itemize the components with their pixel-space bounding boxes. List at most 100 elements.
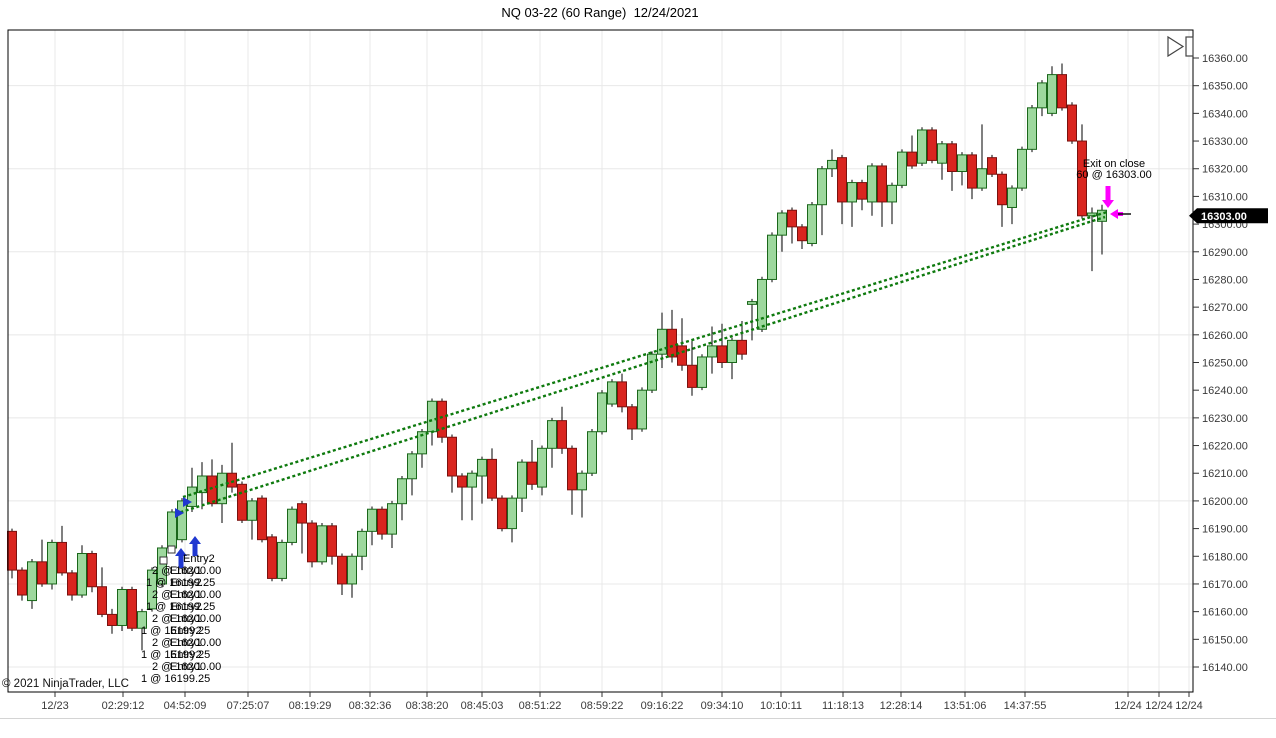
- candle-down: [377, 508, 387, 535]
- candle-up: [197, 475, 207, 494]
- candle-up: [1097, 209, 1107, 222]
- time-axis-label[interactable]: 13:51:06: [944, 700, 987, 712]
- candle-up: [1017, 148, 1027, 189]
- time-axis-label[interactable]: 12/24: [1145, 700, 1173, 712]
- time-axis-label[interactable]: 08:51:22: [519, 700, 562, 712]
- candle-down: [267, 536, 277, 579]
- candle-down: [327, 525, 337, 557]
- candle-up: [507, 497, 517, 530]
- window-bottom-divider: [0, 718, 1276, 719]
- entry-annotation-text: Entry2: [183, 553, 215, 565]
- price-axis-label[interactable]: 16360.00: [1202, 53, 1248, 65]
- candle-up: [27, 561, 37, 602]
- time-axis-label[interactable]: 12/24: [1175, 700, 1203, 712]
- candle-up: [1037, 82, 1047, 109]
- time-axis-label[interactable]: 12:28:14: [880, 700, 923, 712]
- candle-down: [737, 339, 747, 355]
- candle-down: [857, 182, 867, 200]
- candle-up: [597, 392, 607, 433]
- price-axis-label[interactable]: 16230.00: [1202, 413, 1248, 425]
- price-axis-label[interactable]: 16330.00: [1202, 136, 1248, 148]
- candle-up: [817, 168, 827, 206]
- time-axis-label[interactable]: 14:37:55: [1004, 700, 1047, 712]
- price-axis-label[interactable]: 16170.00: [1202, 579, 1248, 591]
- entry-arrow-right-icon: [175, 508, 184, 518]
- time-axis-label[interactable]: 08:19:29: [289, 700, 332, 712]
- entry-annotation-text: Entry2: [170, 601, 202, 613]
- candle-up: [957, 154, 967, 172]
- price-axis-label[interactable]: 16310.00: [1202, 191, 1248, 203]
- price-axis-label[interactable]: 16180.00: [1202, 551, 1248, 563]
- candle-down: [717, 345, 727, 364]
- entry-annotation-text: Entry2: [170, 625, 202, 637]
- candle-down: [257, 497, 267, 541]
- price-axis-label[interactable]: 16240.00: [1202, 385, 1248, 397]
- time-axis-label[interactable]: 07:25:07: [227, 700, 270, 712]
- price-axis-label[interactable]: 16290.00: [1202, 247, 1248, 259]
- candle-up: [537, 447, 547, 488]
- exit-annotation-line1: Exit on close: [1082, 158, 1146, 170]
- time-axis-label[interactable]: 09:16:22: [641, 700, 684, 712]
- candle-up: [1047, 74, 1057, 114]
- price-axis-label[interactable]: 16340.00: [1202, 108, 1248, 120]
- candle-up: [767, 234, 777, 280]
- price-axis-label[interactable]: 16190.00: [1202, 524, 1248, 536]
- price-axis-label[interactable]: 16260.00: [1202, 330, 1248, 342]
- candle-down: [337, 555, 347, 585]
- candle-up: [347, 555, 357, 585]
- time-axis-label[interactable]: 08:32:36: [349, 700, 392, 712]
- price-axis-label[interactable]: 16160.00: [1202, 607, 1248, 619]
- candle-up: [847, 182, 857, 203]
- time-axis-label[interactable]: 04:52:09: [164, 700, 207, 712]
- candle-up: [757, 278, 767, 330]
- price-axis-label[interactable]: 16350.00: [1202, 81, 1248, 93]
- price-axis-label[interactable]: 16320.00: [1202, 164, 1248, 176]
- price-axis-label[interactable]: 16280.00: [1202, 274, 1248, 286]
- price-axis-label[interactable]: 16150.00: [1202, 634, 1248, 646]
- time-axis-label[interactable]: 08:45:03: [461, 700, 504, 712]
- time-axis-label[interactable]: 08:59:22: [581, 700, 624, 712]
- time-axis-label[interactable]: 09:34:10: [701, 700, 744, 712]
- entry-arrow-up-icon: [175, 548, 187, 568]
- candle-down: [7, 530, 17, 571]
- go-to-end-button[interactable]: [1164, 35, 1200, 59]
- candle-down: [677, 345, 687, 366]
- price-axis-label[interactable]: 16220.00: [1202, 441, 1248, 453]
- price-axis-label[interactable]: 16270.00: [1202, 302, 1248, 314]
- candle-down: [297, 503, 307, 524]
- time-axis-label[interactable]: 02:29:12: [102, 700, 145, 712]
- exit-arrow-down-icon: [1102, 186, 1114, 208]
- entry-arrow-up-icon: [189, 536, 201, 556]
- candle-down: [617, 381, 627, 408]
- entry-annotation-text: 2 @ 16200.00: [152, 661, 222, 673]
- price-axis-label[interactable]: 16140.00: [1202, 662, 1248, 674]
- exit-annotation-line2: 60 @ 16303.00: [1076, 169, 1152, 181]
- candle-down: [1077, 140, 1087, 217]
- candle-up: [157, 547, 167, 585]
- time-axis-label[interactable]: 12/23: [41, 700, 69, 712]
- time-axis-label[interactable]: 10:10:11: [760, 700, 802, 712]
- entry-annotation-text: Entry1: [170, 589, 202, 601]
- candle-up: [657, 328, 667, 355]
- time-axis-label[interactable]: 11:18:13: [822, 700, 864, 712]
- candle-down: [67, 572, 77, 596]
- price-axis-label[interactable]: 16210.00: [1202, 468, 1248, 480]
- candle-down: [207, 475, 217, 505]
- exit-arrow-left-icon: [1110, 209, 1123, 219]
- time-axis-label[interactable]: 08:38:20: [406, 700, 449, 712]
- price-axis-label[interactable]: 16250.00: [1202, 358, 1248, 370]
- candle-up: [827, 159, 837, 170]
- candle-down: [487, 458, 497, 499]
- entry-annotation-text: 1 @ 16199.25: [141, 673, 211, 685]
- entry-annotation-text: Entry1: [170, 637, 202, 649]
- candle-up: [147, 569, 157, 610]
- time-axis-label[interactable]: 12/24: [1114, 700, 1142, 712]
- chart-border: [7, 29, 1194, 693]
- entry-annotation-text: Entry1: [170, 613, 202, 625]
- candle-down: [907, 151, 917, 167]
- price-axis-label[interactable]: 16200.00: [1202, 496, 1248, 508]
- entry-annotation-text: 2 @ 16200.00: [152, 589, 222, 601]
- entry-annotation-text: 1 @ 16199.25: [146, 577, 216, 589]
- candle-up: [867, 165, 877, 203]
